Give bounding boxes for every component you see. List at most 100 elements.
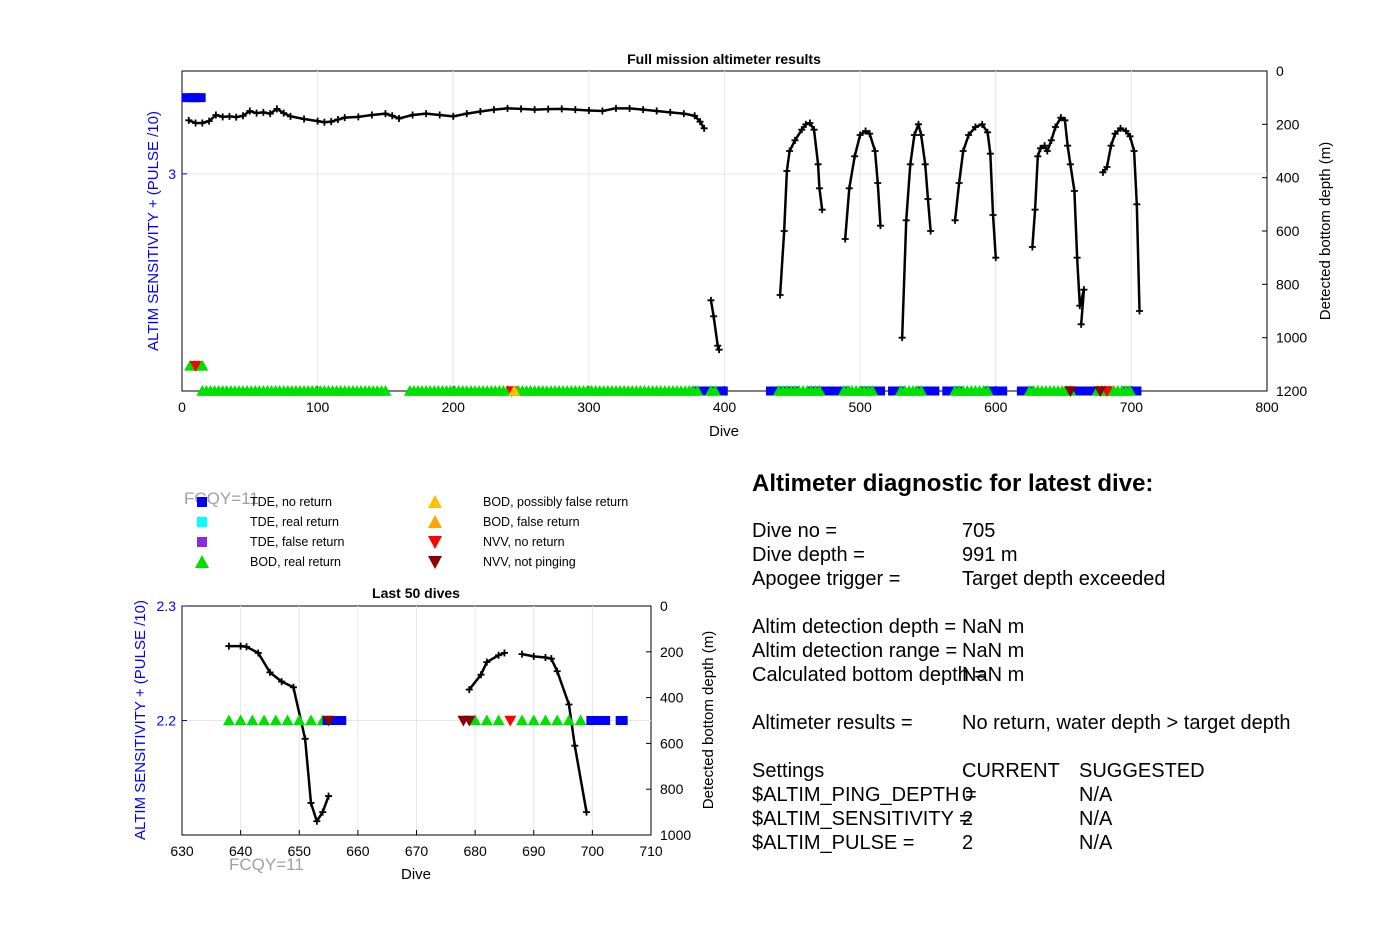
depth-point-plus <box>680 110 688 118</box>
depth-point-plus <box>571 106 579 114</box>
fcqy-label-bottom: FCQY=11 <box>229 855 304 874</box>
x-tick-label: 700 <box>581 843 605 859</box>
x-tick-label: 650 <box>288 843 312 859</box>
data-point-triangle-up <box>516 714 529 726</box>
data-point-triangle-up <box>691 385 704 396</box>
x-tick-label: 680 <box>463 843 487 859</box>
data-point-triangle-down <box>504 715 517 727</box>
data-point-triangle-up <box>222 714 235 726</box>
depth-point-plus <box>273 105 281 113</box>
data-point-square <box>827 386 839 396</box>
data-point-triangle-down <box>322 715 335 727</box>
y2-tick-label: 400 <box>660 690 684 706</box>
depth-point-plus <box>449 112 457 120</box>
depth-point-plus <box>544 105 552 113</box>
diagnostic-value: NaN m <box>962 616 1025 638</box>
depth-point-plus <box>898 334 906 342</box>
depth-series-line <box>953 122 997 258</box>
depth-point-plus <box>325 792 333 800</box>
bottom-y-axis-label: ALTIM SENSITIVITY + (PULSE /10) <box>132 600 149 840</box>
data-point-triangle-up <box>574 714 587 726</box>
data-point-triangle-up <box>258 714 271 726</box>
depth-point-plus <box>639 106 647 114</box>
depth-point-plus <box>313 817 321 825</box>
depth-point-plus <box>368 111 376 119</box>
depth-point-plus <box>798 126 806 134</box>
legend-marker-triangle-up-icon <box>428 515 442 528</box>
depth-point-plus <box>225 112 233 120</box>
depth-point-plus <box>851 152 859 160</box>
depth-point-plus <box>1133 200 1141 208</box>
depth-point-plus <box>327 118 335 126</box>
x-tick-label: 670 <box>405 843 429 859</box>
depth-point-plus <box>237 642 245 650</box>
legend-item: NVV, no return <box>425 533 565 551</box>
bottom-chart-title: Last 50 dives <box>372 585 460 601</box>
depth-point-plus <box>841 235 849 243</box>
depth-point-plus <box>1130 147 1138 155</box>
top-x-axis-label: Dive <box>709 423 739 440</box>
depth-point-plus <box>476 108 484 116</box>
legend-item: BOD, false return <box>425 513 580 531</box>
depth-point-plus <box>696 118 704 126</box>
depth-point-plus <box>518 650 526 658</box>
legend-label: BOD, possibly false return <box>483 495 629 509</box>
bottom-y2-axis-label: Detected bottom depth (m) <box>700 631 717 809</box>
legend-marker-triangle-down-icon <box>428 536 442 549</box>
depth-point-plus <box>490 106 498 114</box>
depth-point-plus <box>965 131 973 139</box>
diagnostic-value: NaN m <box>962 640 1025 662</box>
data-point-triangle-up <box>480 714 493 726</box>
data-point-triangle-down <box>1094 386 1107 397</box>
depth-point-plus <box>477 671 485 679</box>
depth-point-plus <box>219 113 227 121</box>
depth-point-plus <box>1073 254 1081 262</box>
depth-point-plus <box>921 160 929 168</box>
x-tick-label: 660 <box>346 843 370 859</box>
depth-point-plus <box>253 109 261 117</box>
diagnostic-title: Altimeter diagnostic for latest dive: <box>752 470 1154 497</box>
depth-point-plus <box>495 651 503 659</box>
current-header: CURRENT <box>962 760 1060 782</box>
data-point-square <box>181 93 194 103</box>
depth-point-plus <box>463 110 471 118</box>
diagnostic-label: Dive depth = <box>752 544 865 566</box>
depth-point-plus <box>287 112 294 120</box>
y2-tick-label: 1000 <box>660 827 691 843</box>
depth-point-plus <box>951 216 959 224</box>
depth-point-plus <box>978 120 986 128</box>
depth-point-plus <box>300 115 308 123</box>
depth-point-plus <box>700 124 708 132</box>
depth-point-plus <box>924 195 932 203</box>
x-tick-label: 500 <box>848 399 872 415</box>
depth-series-line <box>778 121 824 296</box>
y2-tick-label: 0 <box>660 598 668 614</box>
depth-point-plus <box>422 110 430 118</box>
depth-point-plus <box>1064 142 1072 150</box>
depth-point-plus <box>874 179 882 187</box>
depth-point-plus <box>666 108 674 116</box>
depth-point-plus <box>715 346 723 354</box>
depth-point-plus <box>714 342 722 350</box>
legend-label: TDE, false return <box>250 535 345 549</box>
y2-tick-label: 800 <box>1276 276 1300 292</box>
depth-point-plus <box>1111 130 1119 138</box>
depth-point-plus <box>212 111 220 119</box>
depth-point-plus <box>354 113 362 121</box>
data-point-square <box>334 716 347 725</box>
data-point-square <box>1076 386 1089 396</box>
setting-label: $ALTIM_PULSE = <box>752 832 915 854</box>
depth-point-plus <box>436 111 444 119</box>
depth-point-plus <box>818 206 826 214</box>
x-tick-label: 640 <box>229 843 253 859</box>
legend-marker-triangle-down-icon <box>428 556 442 569</box>
depth-point-plus <box>914 120 922 128</box>
depth-point-plus <box>815 184 823 192</box>
depth-point-plus <box>1043 147 1051 155</box>
depth-point-plus <box>239 112 247 120</box>
depth-point-plus <box>278 678 286 686</box>
depth-point-plus <box>902 216 910 224</box>
bottom-ticks: 630 640 650 660 670 680 690 700 710 2.2 2.3 0 200 400… <box>157 598 692 859</box>
legend-item: TDE, false return <box>192 533 344 551</box>
